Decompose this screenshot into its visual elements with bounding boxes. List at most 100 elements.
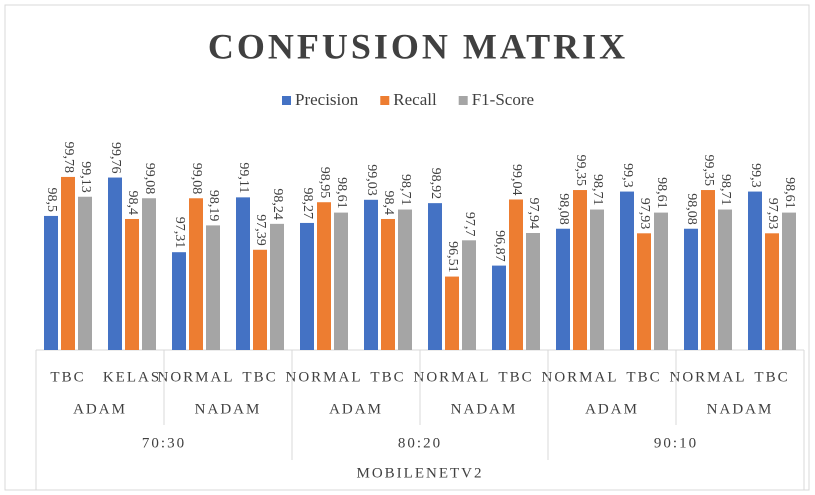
legend-label: Precision	[295, 90, 359, 109]
bar	[300, 222, 314, 350]
bar	[206, 225, 220, 350]
group-label: NADAM	[195, 401, 262, 417]
x-tick-label: NORMAL	[541, 369, 618, 385]
x-tick-label: NORMAL	[157, 369, 234, 385]
chart-title: CONFUSION MATRIX	[208, 26, 628, 66]
bar	[364, 199, 378, 350]
bar	[172, 252, 186, 350]
bar	[590, 209, 604, 350]
bar	[236, 197, 250, 350]
data-label: 99,03	[364, 164, 379, 196]
data-label: 97,93	[765, 198, 780, 230]
bar	[142, 198, 156, 350]
bar	[428, 203, 442, 350]
data-label: 99,08	[189, 163, 204, 195]
group-label: ADAM	[329, 401, 383, 417]
data-label: 96,51	[445, 241, 460, 273]
data-label: 98,4	[381, 190, 396, 215]
bar	[125, 218, 139, 350]
bar	[398, 209, 412, 350]
data-label: 98,19	[206, 190, 221, 222]
bar	[78, 196, 92, 350]
data-label: 99,3	[748, 163, 763, 188]
data-label: 99,76	[108, 142, 123, 174]
data-label: 98,61	[654, 177, 669, 209]
x-tick-label: TBC	[626, 369, 661, 385]
x-tick-label: TBC	[370, 369, 405, 385]
data-label: 97,7	[462, 212, 477, 237]
bar	[637, 233, 651, 350]
split-label: 80:20	[398, 435, 442, 451]
group-label: ADAM	[73, 401, 127, 417]
legend-label: Recall	[393, 90, 437, 109]
bar	[108, 177, 122, 350]
legend-swatch	[458, 96, 468, 105]
data-label: 98,71	[398, 174, 413, 206]
data-label: 99,04	[509, 164, 524, 196]
data-label: 98,92	[428, 168, 443, 200]
bar	[492, 265, 506, 350]
chart-border	[4, 4, 810, 491]
data-label: 98,24	[270, 188, 285, 220]
data-label: 98,61	[334, 177, 349, 209]
group-label: NADAM	[707, 401, 774, 417]
data-label: 99,35	[573, 155, 588, 187]
bar	[526, 233, 540, 350]
bar	[718, 209, 732, 350]
group-label: NADAM	[451, 401, 518, 417]
split-label: 70:30	[142, 435, 186, 451]
model-label: MOBILENETV2	[357, 465, 484, 481]
data-label: 97,94	[526, 198, 541, 230]
bar	[317, 202, 331, 350]
bar	[189, 198, 203, 350]
data-label: 98,95	[317, 167, 332, 199]
legend-swatch	[380, 96, 390, 105]
data-label: 97,93	[637, 198, 652, 230]
data-label: 97,39	[253, 214, 268, 246]
data-label: 99,11	[236, 162, 251, 193]
legend-label: F1-Score	[472, 90, 534, 109]
legend-swatch	[282, 96, 291, 105]
bar	[556, 228, 570, 350]
split-label: 90:10	[654, 435, 698, 451]
group-label: ADAM	[585, 401, 639, 417]
bar	[684, 228, 698, 350]
x-tick-label: TBC	[498, 369, 533, 385]
data-label: 98,61	[782, 177, 797, 209]
x-tick-label: KELAS	[103, 369, 161, 385]
data-label: 97,31	[172, 217, 187, 249]
bar	[654, 212, 668, 350]
data-label: 99,3	[620, 163, 635, 188]
data-label: 98,71	[590, 174, 605, 206]
bar	[765, 233, 779, 350]
bar	[782, 212, 796, 350]
data-label: 96,87	[492, 230, 507, 262]
data-label: 99,35	[701, 155, 716, 187]
bar	[61, 176, 75, 350]
bar	[270, 223, 284, 350]
data-label: 98,08	[684, 193, 699, 225]
bar	[253, 249, 267, 350]
bar	[701, 190, 715, 350]
data-label: 98,5	[44, 187, 59, 212]
x-tick-label: NORMAL	[669, 369, 746, 385]
bar	[44, 215, 58, 350]
data-label: 99,08	[142, 163, 157, 195]
bar	[445, 276, 459, 350]
x-tick-label: NORMAL	[285, 369, 362, 385]
data-label: 98,27	[300, 187, 315, 219]
x-tick-label: TBC	[50, 369, 85, 385]
data-label: 99,78	[61, 141, 76, 173]
bar	[334, 212, 348, 350]
data-label: 98,71	[718, 174, 733, 206]
bar	[462, 240, 476, 350]
data-label: 98,4	[125, 190, 140, 215]
bar	[573, 190, 587, 350]
x-tick-label: NORMAL	[413, 369, 490, 385]
bar	[509, 199, 523, 350]
data-label: 99,13	[78, 161, 93, 193]
x-tick-label: TBC	[754, 369, 789, 385]
bar	[748, 191, 762, 350]
bar	[381, 218, 395, 350]
